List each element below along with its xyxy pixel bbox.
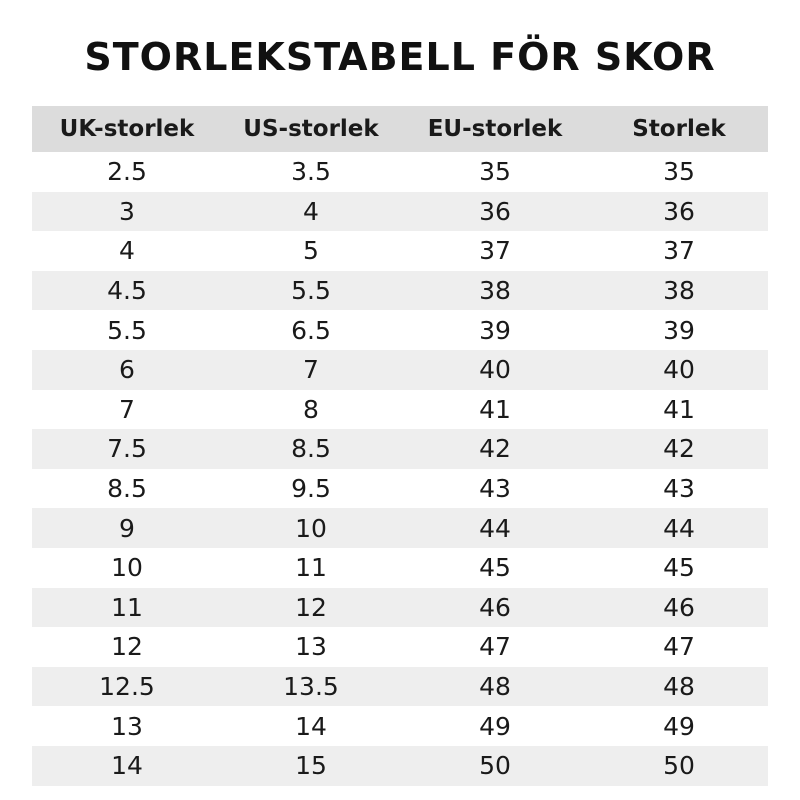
eu-size-cell: 35 [400,152,590,192]
size-cell: 38 [590,270,768,311]
us-size-cell: 12 [222,587,400,628]
table-header-row: UK-storlek US-storlek EU-storlek Storlek [32,106,768,152]
us-size-cell: 15 [222,745,400,786]
size-cell: 45 [590,547,768,588]
size-cell: 41 [590,389,768,430]
size-cell: 39 [590,310,768,350]
table-row: 4 5 37 37 [32,231,768,271]
eu-size-cell: 43 [400,468,590,509]
table-row: 4.5 5.5 38 38 [32,270,768,311]
uk-size-cell: 10 [32,547,222,588]
table-row: 14 15 50 50 [32,745,768,786]
table-row: 8.5 9.5 43 43 [32,468,768,509]
size-chart-table: UK-storlek US-storlek EU-storlek Storlek… [32,106,768,786]
uk-size-cell: 7.5 [32,429,222,469]
page-title: STORLEKSTABELL FÖR SKOR [84,35,716,79]
table-row: 13 14 49 49 [32,706,768,746]
us-size-cell: 7 [222,349,400,390]
eu-size-cell: 37 [400,231,590,271]
uk-size-cell: 6 [32,349,222,390]
us-size-cell: 8 [222,389,400,430]
eu-size-cell: 47 [400,627,590,667]
table-row: 5.5 6.5 39 39 [32,310,768,350]
us-size-cell: 10 [222,508,400,548]
eu-size-cell: 46 [400,587,590,628]
eu-size-cell: 49 [400,706,590,746]
us-size-cell: 13 [222,627,400,667]
eu-size-cell: 42 [400,429,590,469]
size-cell: 35 [590,152,768,192]
size-cell: 42 [590,429,768,469]
size-cell: 43 [590,468,768,509]
us-size-cell: 5.5 [222,270,400,311]
eu-size-cell: 36 [400,191,590,232]
table-row: 9 10 44 44 [32,508,768,548]
table-row: 11 12 46 46 [32,587,768,628]
eu-size-cell: 48 [400,666,590,707]
us-size-cell: 13.5 [222,666,400,707]
size-cell: 48 [590,666,768,707]
table-row: 6 7 40 40 [32,349,768,390]
header-size: Storlek [590,106,768,152]
eu-size-cell: 44 [400,508,590,548]
size-cell: 47 [590,627,768,667]
size-cell: 37 [590,231,768,271]
us-size-cell: 9.5 [222,468,400,509]
uk-size-cell: 7 [32,389,222,430]
uk-size-cell: 11 [32,587,222,628]
uk-size-cell: 2.5 [32,152,222,192]
size-cell: 50 [590,745,768,786]
table-row: 12 13 47 47 [32,627,768,667]
size-cell: 46 [590,587,768,628]
eu-size-cell: 41 [400,389,590,430]
uk-size-cell: 12.5 [32,666,222,707]
table-row: 3 4 36 36 [32,191,768,232]
table-row: 7.5 8.5 42 42 [32,429,768,469]
table-row: 12.5 13.5 48 48 [32,666,768,707]
us-size-cell: 14 [222,706,400,746]
size-cell: 49 [590,706,768,746]
header-uk-size: UK-storlek [32,106,222,152]
table-row: 2.5 3.5 35 35 [32,152,768,192]
uk-size-cell: 13 [32,706,222,746]
eu-size-cell: 50 [400,745,590,786]
size-cell: 40 [590,349,768,390]
uk-size-cell: 4.5 [32,270,222,311]
size-cell: 44 [590,508,768,548]
uk-size-cell: 8.5 [32,468,222,509]
uk-size-cell: 12 [32,627,222,667]
eu-size-cell: 38 [400,270,590,311]
table-body: 2.5 3.5 35 35 3 4 36 36 4 5 37 37 4.5 5.5 38 38 5.5 6.5 39… [32,152,768,786]
header-us-size: US-storlek [222,106,400,152]
uk-size-cell: 3 [32,191,222,232]
us-size-cell: 5 [222,231,400,271]
us-size-cell: 3.5 [222,152,400,192]
uk-size-cell: 4 [32,231,222,271]
eu-size-cell: 45 [400,547,590,588]
header-eu-size: EU-storlek [400,106,590,152]
uk-size-cell: 5.5 [32,310,222,350]
us-size-cell: 6.5 [222,310,400,350]
uk-size-cell: 9 [32,508,222,548]
us-size-cell: 8.5 [222,429,400,469]
us-size-cell: 4 [222,191,400,232]
uk-size-cell: 14 [32,745,222,786]
eu-size-cell: 40 [400,349,590,390]
table-row: 10 11 45 45 [32,547,768,588]
table-row: 7 8 41 41 [32,389,768,430]
size-cell: 36 [590,191,768,232]
us-size-cell: 11 [222,547,400,588]
eu-size-cell: 39 [400,310,590,350]
